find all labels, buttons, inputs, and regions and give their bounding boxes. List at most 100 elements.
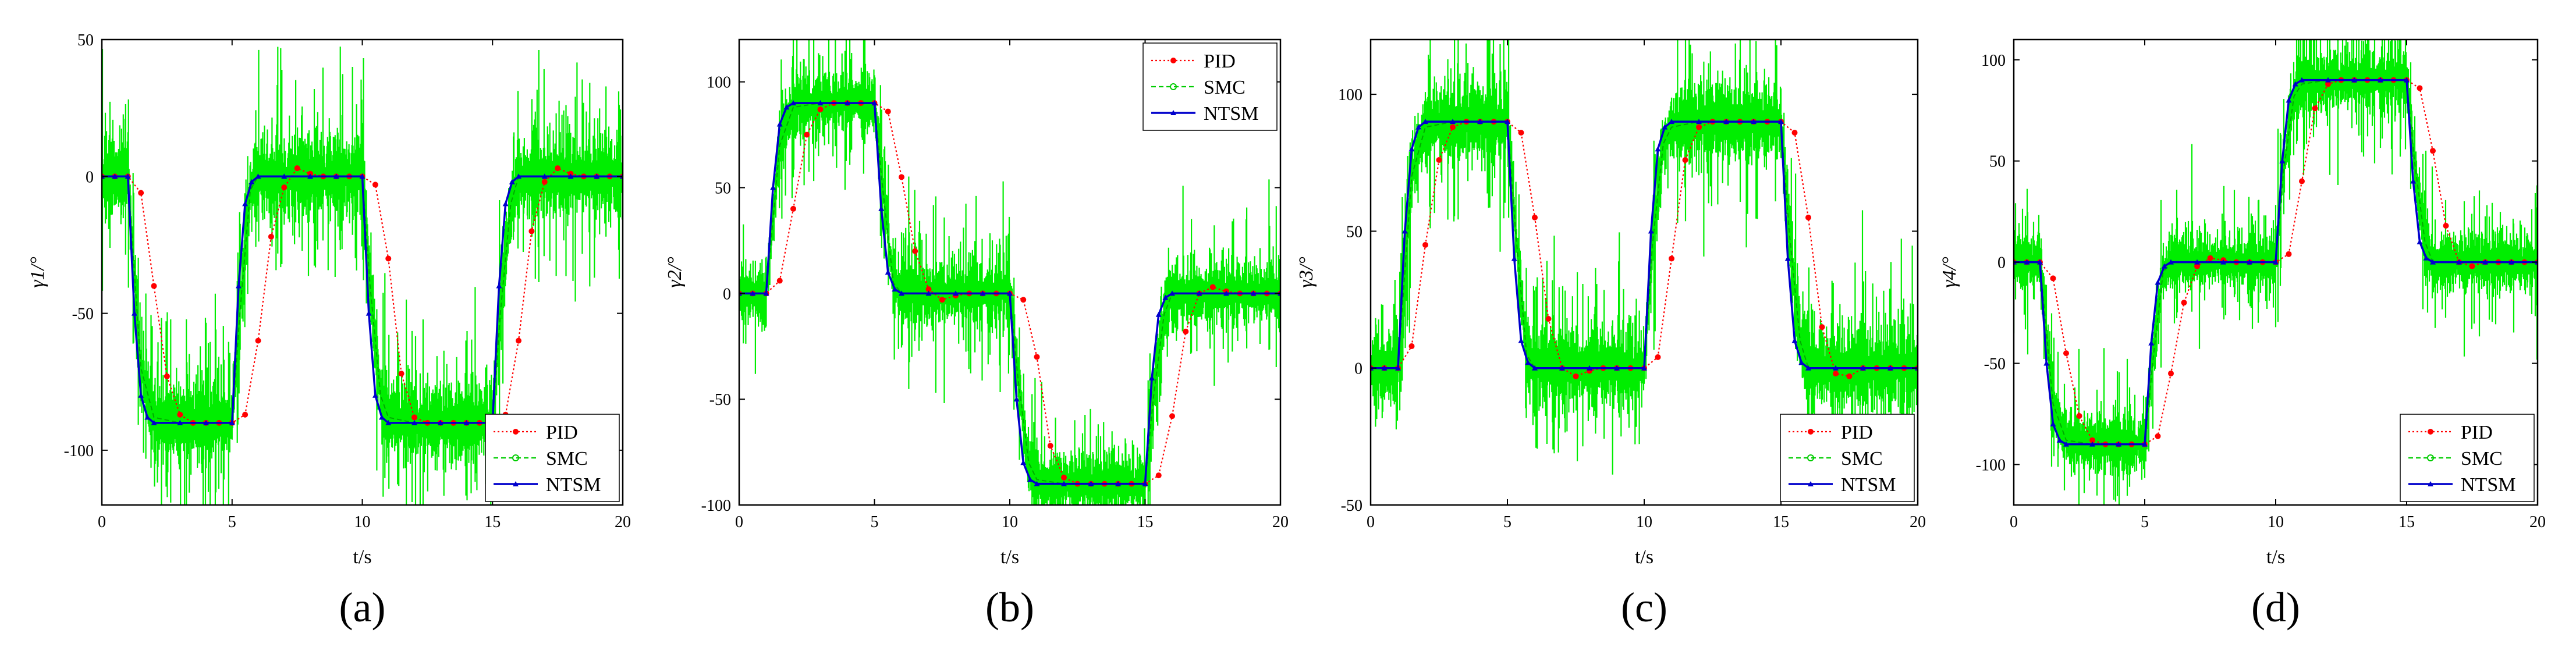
legend-marker-smc (2427, 454, 2434, 461)
ntsm-point (1587, 365, 1592, 371)
legend-label-pid: PID (1841, 422, 1873, 443)
legend-label-ntsm: NTSM (2461, 474, 2515, 496)
x-tick-label: 10 (1002, 513, 1018, 531)
ntsm-point (151, 419, 157, 425)
ntsm-point (892, 286, 898, 292)
x-axis-title: t/s (1635, 546, 1654, 568)
pid-point (528, 228, 535, 234)
ntsm-point (2299, 77, 2305, 83)
x-tick-label: 20 (1910, 513, 1926, 531)
y-tick-label: 0 (723, 285, 731, 303)
pid-line (1371, 121, 1918, 378)
chart-panel-a: 0 5 10 15 20 50 0 -50 -100 t/s γ1/° PID SMC NTSM (a) (27, 31, 631, 631)
y-tick-label: 100 (1981, 52, 2006, 70)
ntsm-point (1422, 119, 1428, 125)
legend: PID SMC NTSM (485, 414, 620, 502)
ntsm-point (2482, 259, 2488, 265)
y-axis-title: γ1/° (27, 257, 48, 288)
ntsm-point (1142, 481, 1148, 486)
pid-point (2194, 263, 2200, 269)
x-tick-label: 10 (2268, 513, 2284, 531)
legend-label-smc: SMC (546, 448, 588, 470)
ntsm-point (125, 173, 131, 179)
ntsm-point (372, 392, 378, 398)
pid-point (2181, 300, 2187, 306)
y-tick-label: 50 (1989, 153, 2006, 171)
legend-marker-ntsm (1170, 110, 1176, 115)
legend: PID SMC NTSM (1780, 414, 1915, 502)
ntsm-point (379, 414, 385, 420)
ntsm-point (1088, 481, 1094, 486)
legend-marker-ntsm (1808, 481, 1814, 486)
ntsm-point (1007, 290, 1013, 296)
ntsm-point (1408, 146, 1415, 152)
pid-point (899, 174, 904, 180)
ntsm-point (144, 414, 151, 420)
legend-marker-pid (1170, 58, 1176, 63)
ntsm-point (2430, 259, 2436, 265)
ntsm-point (1034, 481, 1040, 486)
ntsm-point (1723, 119, 1729, 125)
ntsm-point (1655, 146, 1661, 152)
pid-point (2443, 223, 2449, 229)
pid-point (2050, 275, 2056, 282)
y-tick-label: -50 (72, 305, 94, 323)
y-axis-title: γ4/° (1939, 257, 1960, 288)
pid-point (1696, 124, 1702, 130)
ntsm-point (1401, 228, 1408, 234)
pid-point (281, 184, 288, 191)
panel-caption: (c) (1621, 584, 1667, 631)
y-tick-label: 100 (1338, 86, 1362, 104)
pid-point (2417, 85, 2423, 91)
ntsm-point (333, 173, 339, 179)
x-axis-title: t/s (2266, 546, 2285, 568)
x-tick-label: 20 (2529, 513, 2546, 531)
pid-point (2299, 178, 2305, 184)
ntsm-point (1860, 365, 1866, 371)
ntsm-point (1887, 365, 1893, 371)
ntsm-point (509, 179, 515, 184)
ntsm-point (594, 173, 600, 179)
pid-point (1655, 354, 1661, 360)
ntsm-point (2155, 279, 2161, 285)
ntsm-point (1061, 481, 1067, 486)
legend-box (1780, 414, 1915, 502)
panel-caption: (a) (339, 584, 386, 631)
ntsm-line (1371, 120, 1918, 369)
pid-point (1034, 354, 1040, 360)
ntsm-point (1798, 360, 1805, 365)
pid-point (1805, 214, 1811, 220)
pid-point (1573, 373, 1579, 379)
pid-point (385, 255, 392, 262)
pid-point (1791, 130, 1798, 136)
ntsm-point (2423, 255, 2429, 261)
ntsm-point (817, 100, 824, 106)
x-tick-label: 15 (1137, 513, 1154, 531)
ntsm-point (1155, 311, 1162, 317)
x-tick-label: 15 (1773, 513, 1789, 531)
pid-point (804, 131, 810, 138)
plot-area (102, 47, 623, 505)
ntsm-line (2014, 79, 2538, 446)
pid-point (1436, 157, 1442, 163)
ntsm-point (2292, 81, 2298, 87)
pid-point (1669, 255, 1674, 262)
pid-point (372, 182, 378, 188)
pid-point (2325, 81, 2331, 87)
ntsm-point (1784, 255, 1791, 261)
ntsm-point (516, 173, 521, 179)
ntsm-point (790, 100, 796, 106)
ntsm-point (203, 419, 209, 425)
ntsm-point (177, 419, 183, 425)
pid-point (411, 414, 417, 421)
ntsm-point (1149, 375, 1155, 380)
y-axis-title: γ3/° (1296, 257, 1317, 288)
x-tick-label: 0 (1367, 513, 1375, 531)
pid-point (1408, 343, 1415, 350)
chart-panel-b: 0 5 10 15 20 100 50 0 -50 -100 t/s γ2/° PID SMC NTSM (b… (664, 38, 1289, 631)
ntsm-point (2089, 441, 2095, 447)
pid-point (776, 278, 783, 284)
legend-marker-ntsm (513, 481, 519, 486)
ntsm-point (2024, 259, 2030, 265)
ntsm-point (770, 184, 776, 190)
